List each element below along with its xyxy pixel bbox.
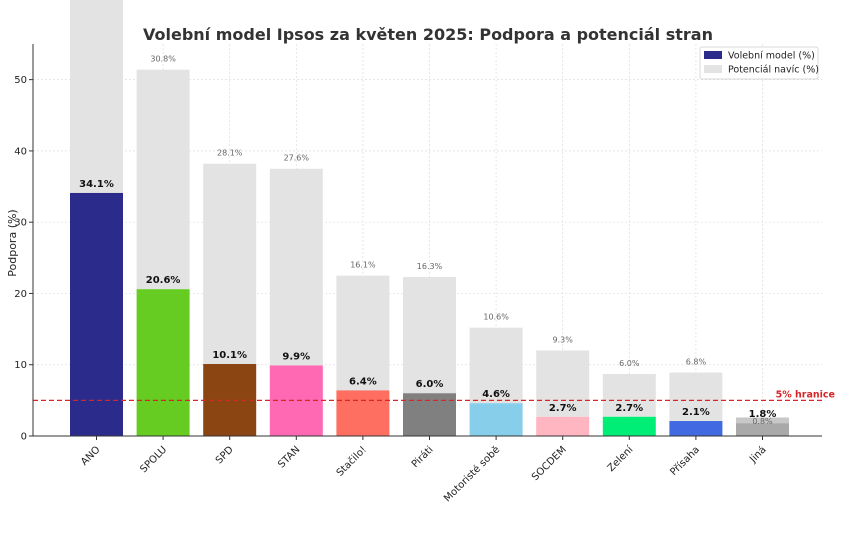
- x-tick-label: Přísaha: [668, 444, 702, 478]
- potential-bar: [536, 350, 590, 417]
- potential-bar: [669, 372, 723, 422]
- legend-label: Volební model (%): [728, 51, 815, 62]
- legend-swatch: [704, 51, 722, 59]
- x-tick-label: Motoristé sobě: [441, 444, 502, 505]
- model-value-label: 20.6%: [146, 275, 181, 286]
- model-value-label: 2.1%: [682, 407, 710, 418]
- x-tick-label: ANO: [79, 444, 103, 468]
- potential-bar: [602, 373, 656, 417]
- legend-box: [699, 46, 819, 80]
- y-tick-label: 40: [14, 146, 27, 157]
- x-tick-label: Stačilo!: [334, 444, 369, 479]
- threshold-label: 5% hranice: [776, 389, 835, 400]
- potential-bar: [70, 0, 123, 193]
- model-value-label: 4.6%: [482, 389, 510, 400]
- model-value-label: 1.8%: [749, 409, 777, 420]
- potential-bar: [336, 275, 390, 391]
- x-tick-label: SPOLU: [138, 444, 169, 475]
- x-tick-label: Piráti: [409, 444, 436, 471]
- threshold-line: 5% hranice: [33, 389, 835, 402]
- model-bar: [336, 390, 390, 436]
- potential-value-label: 30.8%: [150, 55, 176, 64]
- x-tick-label: SOCDEM: [530, 444, 569, 483]
- model-value-label: 9.9%: [282, 351, 310, 362]
- model-value-label: 2.7%: [615, 403, 643, 414]
- model-bar: [403, 393, 456, 436]
- potential-value-label: 0.8%: [752, 417, 773, 426]
- potential-value-label: 6.8%: [686, 358, 707, 367]
- model-value-label: 6.4%: [349, 376, 377, 387]
- model-bar: [136, 289, 190, 436]
- model-bar: [602, 416, 656, 436]
- potential-value-label: 9.3%: [553, 335, 574, 344]
- legend: Volební model (%) Potenciál navíc (%): [699, 46, 819, 80]
- model-bar: [736, 423, 789, 436]
- x-tick-labels: ANO SPOLU SPD STAN Stačilo! Piráti Motoristé s…: [79, 436, 769, 505]
- x-tick-label: STAN: [276, 444, 302, 470]
- y-tick-label: 20: [14, 289, 27, 300]
- x-tick-label: SPD: [214, 444, 236, 466]
- potential-value-label: 6.0%: [619, 359, 640, 368]
- legend-label: Potenciál navíc (%): [728, 65, 819, 76]
- x-tick-label: Jiná: [747, 444, 769, 466]
- y-axis-label: Podpora (%): [6, 209, 19, 276]
- model-bar: [536, 416, 590, 436]
- potential-value-label: 28.1%: [217, 149, 243, 158]
- potential-value-label: 10.6%: [483, 313, 509, 322]
- potential-bar: [136, 69, 190, 290]
- model-value-label: 2.7%: [549, 403, 577, 414]
- x-tick-label: Zelení: [605, 443, 636, 474]
- potential-bar: [469, 327, 523, 404]
- potential-value-label: 27.6%: [284, 154, 310, 163]
- potential-value-label: 16.1%: [350, 261, 376, 270]
- potential-bar: [403, 277, 456, 394]
- potential-value-label: 16.3%: [417, 262, 443, 271]
- legend-swatch: [704, 65, 722, 73]
- y-tick-label: 10: [14, 360, 27, 371]
- y-tick-labels: 0 10 20 30 40 50: [14, 75, 33, 443]
- model-bar: [669, 421, 723, 436]
- y-tick-label: 30: [14, 218, 27, 229]
- model-value-label: 10.1%: [212, 350, 247, 361]
- model-bar: [70, 192, 123, 436]
- y-tick-label: 0: [21, 432, 27, 443]
- chart-title: Volební model Ipsos za květen 2025: Podp…: [143, 25, 713, 44]
- axes: [32, 44, 822, 437]
- data-labels: 34.1%43.8%20.6%30.8%10.1%28.1%9.9%27.6%6…: [79, 55, 777, 427]
- y-tick-label: 50: [14, 75, 27, 86]
- model-value-label: 34.1%: [79, 179, 114, 190]
- bars: [70, 0, 789, 436]
- potential-bar: [736, 417, 789, 424]
- potential-bar: [269, 168, 323, 366]
- model-bar: [469, 403, 523, 436]
- potential-bar: [203, 163, 257, 365]
- model-value-label: 6.0%: [416, 379, 444, 390]
